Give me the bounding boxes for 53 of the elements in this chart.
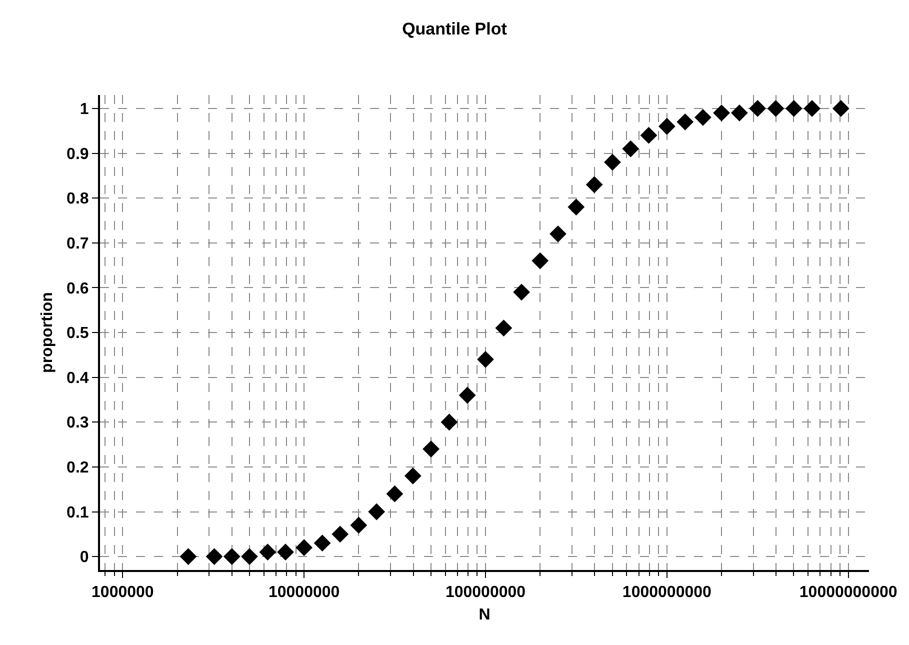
point bbox=[206, 548, 223, 566]
y-tick-label: 0 bbox=[80, 549, 89, 566]
point bbox=[586, 176, 603, 194]
y-tick-label: 0.6 bbox=[66, 280, 89, 298]
point bbox=[314, 534, 331, 552]
point bbox=[241, 548, 258, 566]
point bbox=[513, 284, 530, 301]
x-tick-label: 100000000 bbox=[445, 584, 526, 602]
chart-title: Quantile Plot bbox=[402, 19, 508, 38]
point bbox=[422, 440, 440, 458]
point bbox=[622, 140, 640, 158]
point bbox=[730, 104, 748, 122]
x-tick-label: 10000000000 bbox=[799, 584, 898, 602]
point bbox=[785, 100, 802, 117]
point bbox=[477, 350, 494, 368]
point bbox=[259, 544, 276, 561]
point bbox=[277, 544, 294, 561]
y-tick-label: 0.3 bbox=[66, 414, 89, 432]
x-axis-title: N bbox=[478, 606, 490, 624]
x-tick-label: 1000000 bbox=[92, 584, 154, 602]
point bbox=[440, 414, 458, 431]
y-tick-label: 1 bbox=[80, 101, 89, 118]
point bbox=[713, 104, 730, 122]
point bbox=[386, 485, 404, 502]
point bbox=[804, 100, 820, 117]
point bbox=[495, 320, 512, 336]
point bbox=[568, 198, 585, 216]
point bbox=[694, 108, 712, 126]
point bbox=[676, 113, 694, 130]
x-tick-label: 1000000000 bbox=[622, 584, 712, 602]
y-tick-label: 0.4 bbox=[66, 370, 89, 387]
point bbox=[458, 386, 476, 404]
point bbox=[332, 526, 349, 543]
point bbox=[640, 126, 658, 144]
y-tick-label: 0.5 bbox=[66, 325, 89, 342]
point bbox=[767, 100, 784, 117]
point bbox=[223, 548, 240, 566]
y-tick-label: 0.2 bbox=[66, 460, 89, 477]
y-tick-label: 0.1 bbox=[66, 504, 89, 522]
point bbox=[368, 503, 386, 520]
y-axis-title: proportion bbox=[38, 292, 56, 373]
y-tick-label: 0.9 bbox=[66, 146, 89, 163]
point bbox=[658, 118, 676, 135]
x-tick-label: 10000000 bbox=[268, 584, 340, 602]
point bbox=[532, 252, 549, 270]
y-tick-label: 0.8 bbox=[66, 190, 89, 208]
y-tick-label: 0.7 bbox=[66, 235, 89, 252]
point bbox=[749, 100, 766, 117]
point bbox=[296, 539, 313, 556]
point bbox=[550, 225, 566, 242]
point bbox=[604, 154, 621, 171]
point bbox=[404, 467, 422, 484]
point bbox=[350, 516, 368, 534]
